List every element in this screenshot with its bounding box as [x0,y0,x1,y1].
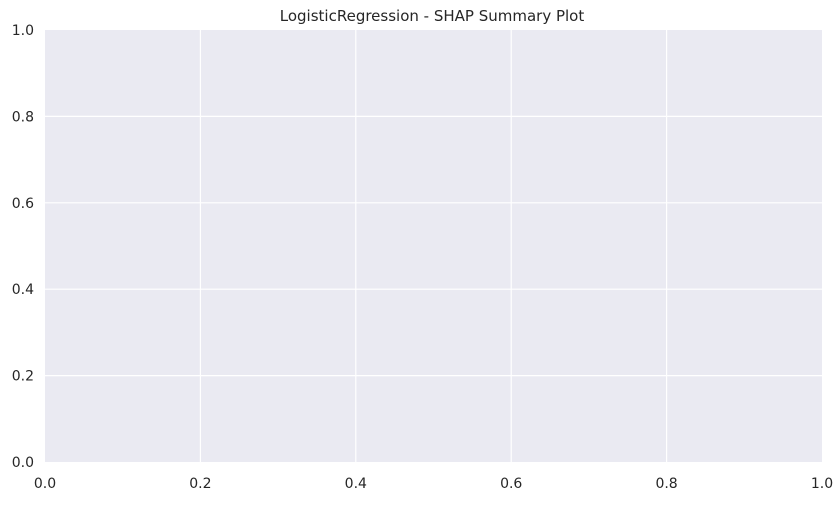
x-tick-label: 0.0 [34,476,56,492]
x-tick-label: 0.6 [500,476,522,492]
x-tick-label: 0.4 [345,476,367,492]
y-tick-label: 0.0 [12,455,34,471]
y-axis-ticks: 0.0 0.2 0.4 0.6 0.8 1.0 [12,23,34,471]
x-tick-label: 0.2 [189,476,211,492]
x-axis-ticks: 0.0 0.2 0.4 0.6 0.8 1.0 [34,476,833,492]
y-tick-label: 0.6 [12,196,34,212]
x-tick-label: 1.0 [811,476,833,492]
chart-title: LogisticRegression - SHAP Summary Plot [280,7,585,25]
y-tick-label: 0.4 [12,282,34,298]
y-tick-label: 0.2 [12,369,34,385]
x-tick-label: 0.8 [655,476,677,492]
gridlines [45,30,822,462]
y-tick-label: 0.8 [12,109,34,125]
plot-area [45,30,822,462]
y-tick-label: 1.0 [12,23,34,39]
